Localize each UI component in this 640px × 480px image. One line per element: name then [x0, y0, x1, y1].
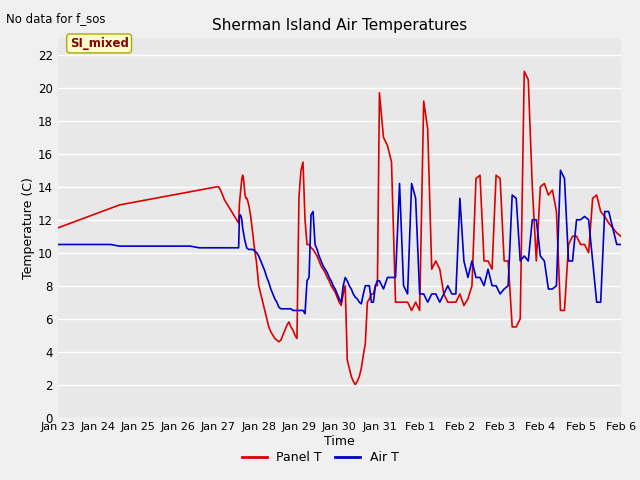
Y-axis label: Temperature (C): Temperature (C)	[22, 177, 35, 279]
Legend: Panel T, Air T: Panel T, Air T	[237, 446, 403, 469]
X-axis label: Time: Time	[324, 435, 355, 448]
Text: SI_mixed: SI_mixed	[70, 37, 129, 50]
Title: Sherman Island Air Temperatures: Sherman Island Air Temperatures	[212, 18, 467, 33]
Text: No data for f_sos: No data for f_sos	[6, 12, 106, 25]
